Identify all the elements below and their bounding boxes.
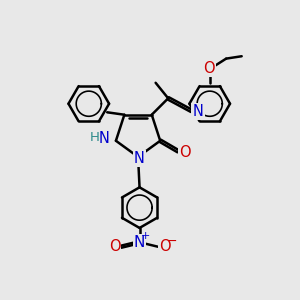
Text: +: + — [141, 231, 150, 241]
Text: N: N — [134, 151, 145, 166]
Text: N: N — [134, 235, 145, 250]
Text: O: O — [159, 239, 170, 254]
Text: H: H — [89, 131, 99, 144]
Text: −: − — [167, 235, 178, 248]
Text: O: O — [109, 239, 120, 254]
Text: N: N — [99, 131, 110, 146]
Text: O: O — [203, 61, 215, 76]
Text: O: O — [179, 145, 190, 160]
Text: N: N — [193, 104, 203, 119]
